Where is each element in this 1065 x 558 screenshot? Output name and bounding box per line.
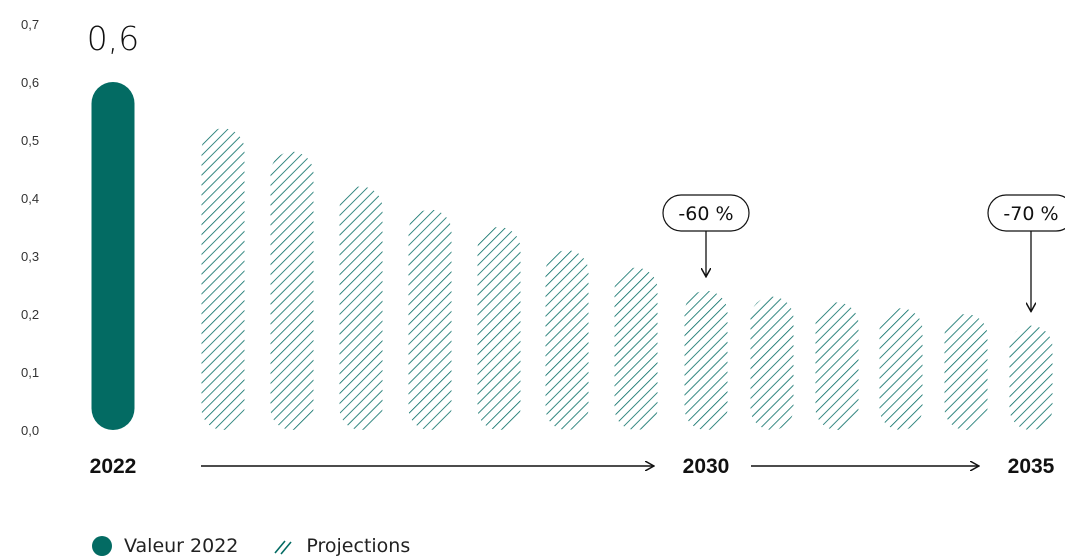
bar-projection [545, 250, 589, 430]
y-tick-label: 0,1 [21, 365, 39, 380]
bar-projection [1009, 325, 1053, 430]
legend-item-projections: Projections [272, 535, 410, 557]
year-label: 2022 [90, 455, 137, 478]
bar-projection [815, 302, 859, 430]
bar-projection [879, 308, 923, 430]
y-tick-label: 0,5 [21, 133, 39, 148]
legend-label-projections: Projections [306, 535, 411, 557]
year-label: 2030 [683, 455, 730, 478]
annotations: -60 % -70 % [662, 194, 1065, 312]
bar-projection [408, 209, 452, 430]
value-label: 0,6 [87, 19, 139, 58]
bar-projection [614, 267, 658, 430]
bar-projection [339, 186, 383, 430]
timeline: 2022 2030 2035 [90, 455, 1055, 478]
annotation-label: -60 % [678, 203, 733, 225]
y-tick-label: 0,0 [21, 423, 39, 438]
bar-projection [201, 128, 245, 430]
annotation-label: -70 % [1003, 203, 1058, 225]
bars: 0,6 [87, 19, 1053, 430]
y-tick-label: 0,6 [21, 75, 39, 90]
y-tick-label: 0,2 [21, 307, 39, 322]
year-label: 2035 [1008, 455, 1055, 478]
legend: Valeur 2022 Projections [92, 535, 444, 557]
legend-label-valeur: Valeur 2022 [124, 535, 239, 557]
legend-item-valeur: Valeur 2022 [92, 535, 238, 557]
bar-valeur-2022 [91, 82, 135, 430]
y-tick-label: 0,7 [21, 17, 39, 32]
bar-projection [270, 151, 314, 430]
bar-projection [944, 314, 988, 430]
hatch-icon [274, 540, 293, 555]
solid-dot-icon [92, 536, 112, 556]
bar-projection [684, 290, 728, 430]
bar-projection [750, 296, 794, 430]
y-tick-label: 0,4 [21, 191, 39, 206]
y-tick-label: 0,3 [21, 249, 39, 264]
y-axis: 0,0 0,1 0,2 0,3 0,4 0,5 0,6 0,7 [21, 17, 39, 438]
bar-projection [477, 227, 521, 430]
